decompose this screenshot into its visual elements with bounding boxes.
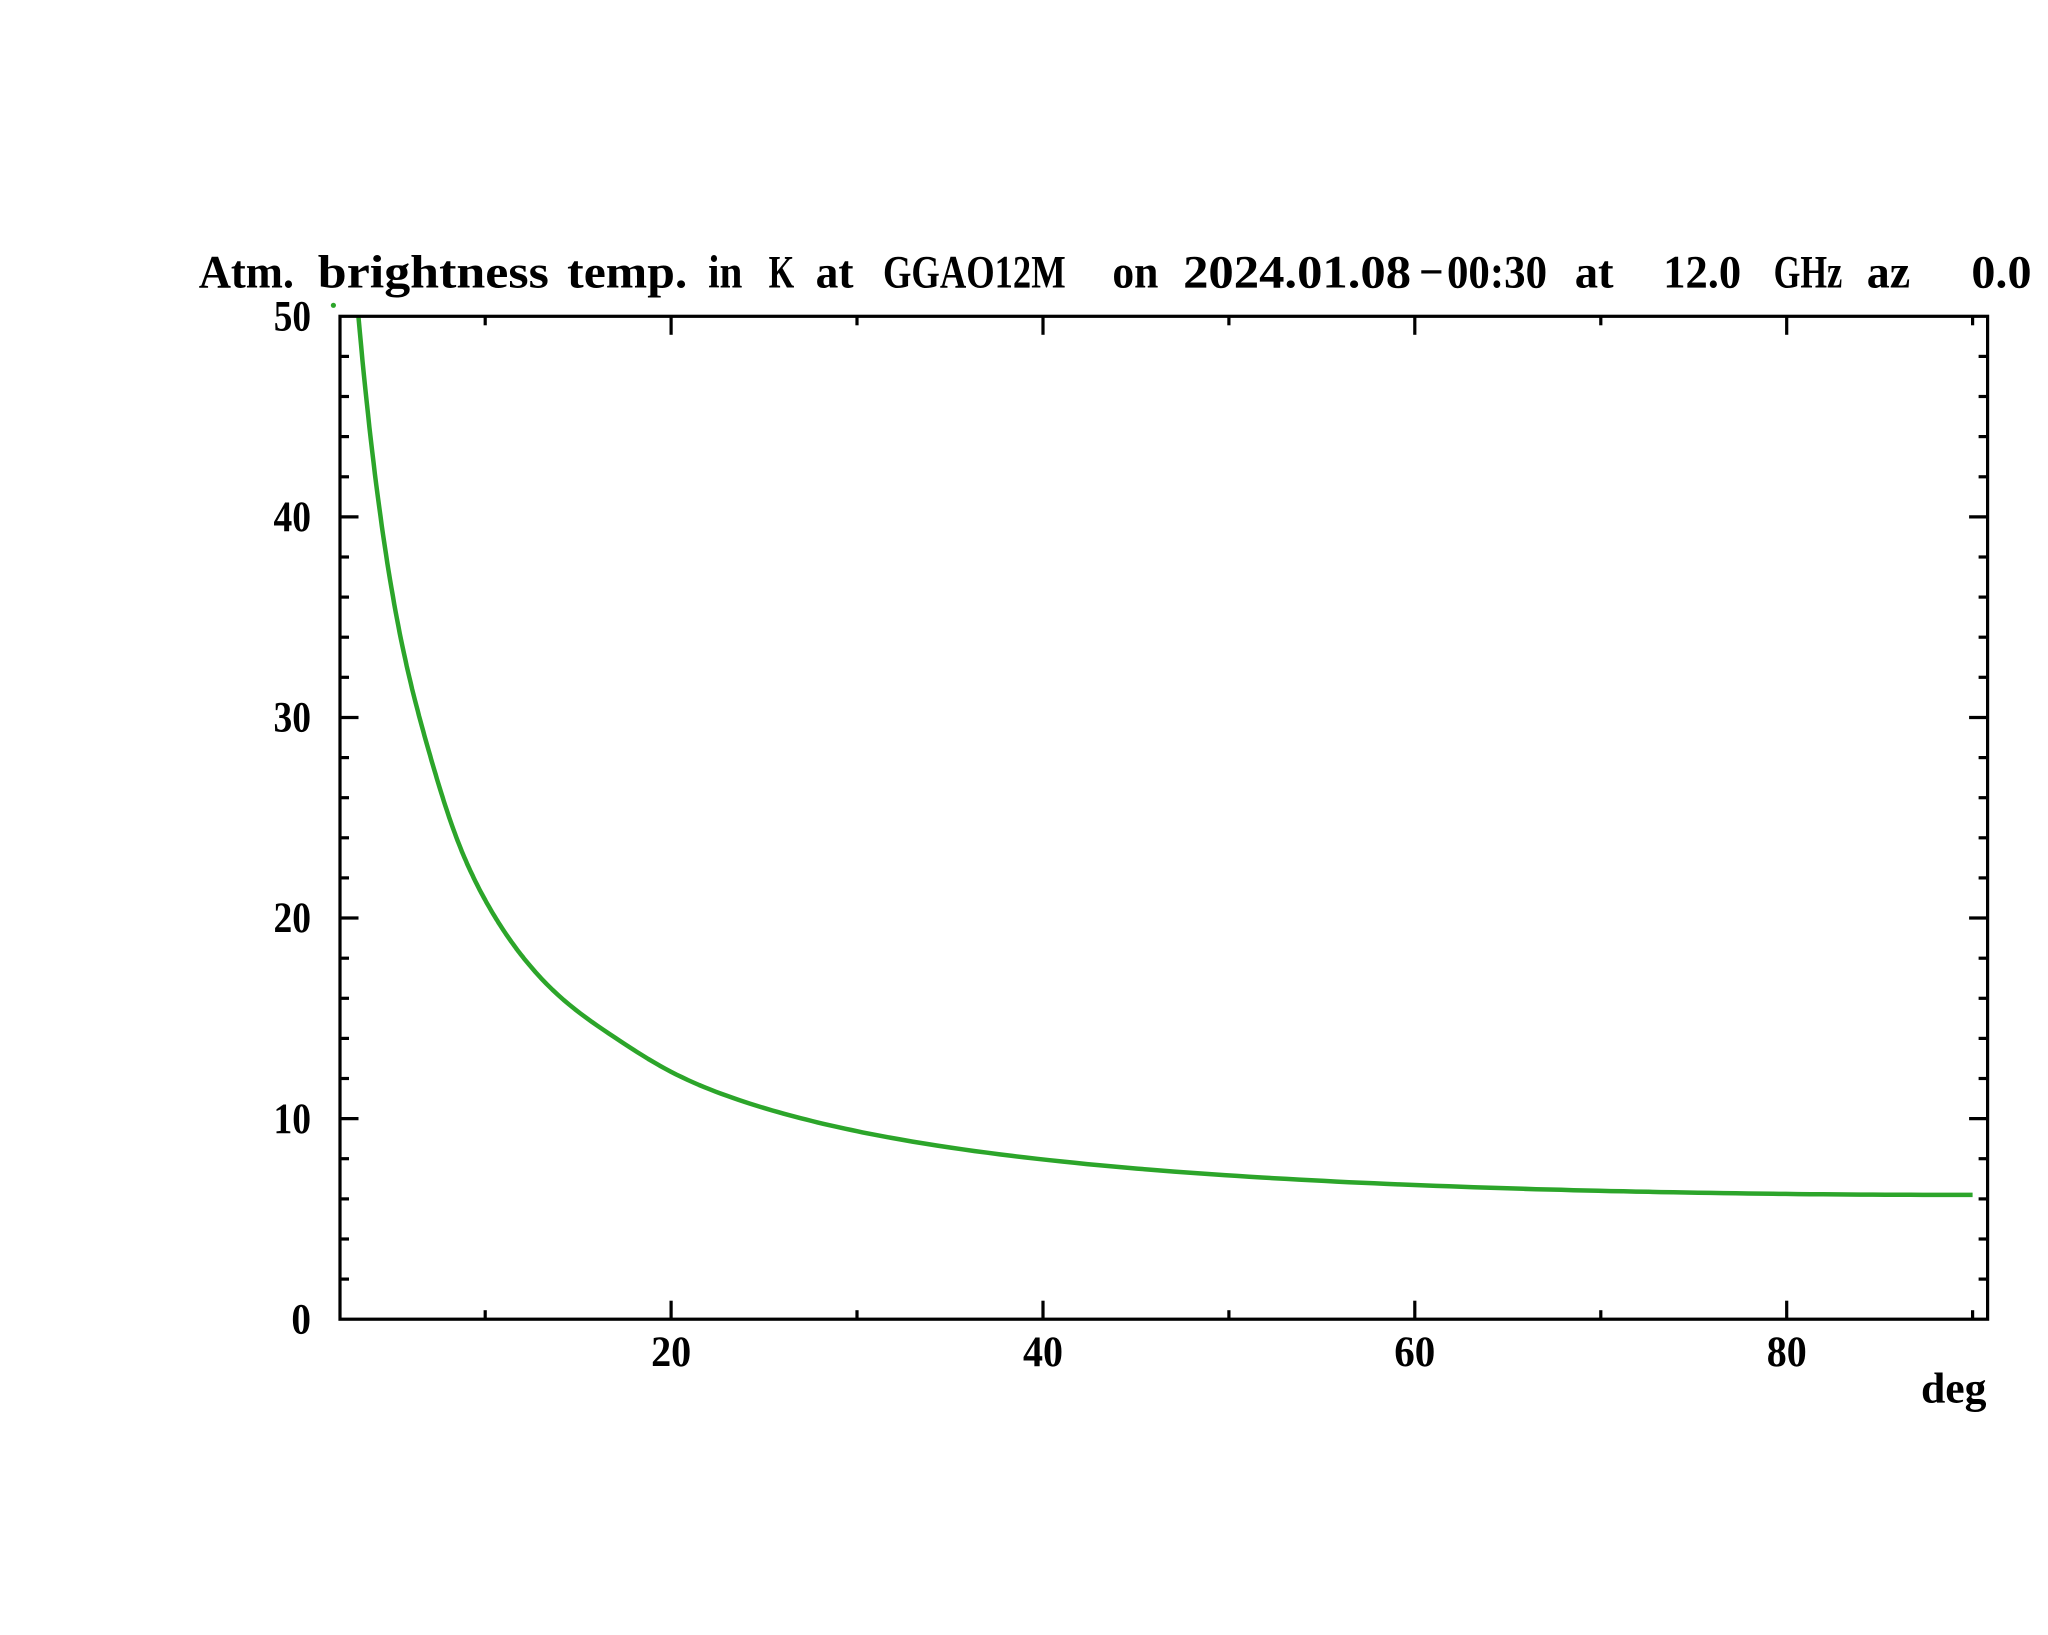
svg-text:80: 80 xyxy=(1767,1329,1807,1376)
svg-text:30: 30 xyxy=(274,695,312,742)
svg-text:50: 50 xyxy=(274,294,311,341)
svg-text:GHz: GHz xyxy=(1774,247,1843,299)
svg-text:0.0: 0.0 xyxy=(1971,247,2031,299)
svg-text:60: 60 xyxy=(1394,1329,1435,1376)
svg-text:az: az xyxy=(1867,247,1910,299)
svg-text:brightness: brightness xyxy=(318,247,549,299)
svg-text:−: − xyxy=(1419,247,1444,299)
svg-text:10: 10 xyxy=(274,1096,312,1143)
svg-text:deg: deg xyxy=(1921,1365,1987,1412)
svg-text:in: in xyxy=(708,247,742,299)
svg-text:temp.: temp. xyxy=(567,247,687,299)
svg-text:at: at xyxy=(816,247,854,299)
svg-text:on: on xyxy=(1112,247,1158,299)
svg-text:20: 20 xyxy=(274,895,312,942)
svg-text:0: 0 xyxy=(291,1296,311,1343)
svg-text:GGAO12M: GGAO12M xyxy=(883,247,1066,299)
svg-text:at: at xyxy=(1575,247,1614,299)
svg-text:Atm.: Atm. xyxy=(199,247,294,299)
svg-text:20: 20 xyxy=(651,1329,691,1376)
svg-text:12.0: 12.0 xyxy=(1663,247,1741,299)
svg-text:2024.01.08: 2024.01.08 xyxy=(1183,247,1411,299)
svg-text:00:30: 00:30 xyxy=(1447,247,1547,299)
svg-text:40: 40 xyxy=(274,494,312,541)
svg-text:40: 40 xyxy=(1023,1329,1063,1376)
svg-text:K: K xyxy=(769,247,795,299)
